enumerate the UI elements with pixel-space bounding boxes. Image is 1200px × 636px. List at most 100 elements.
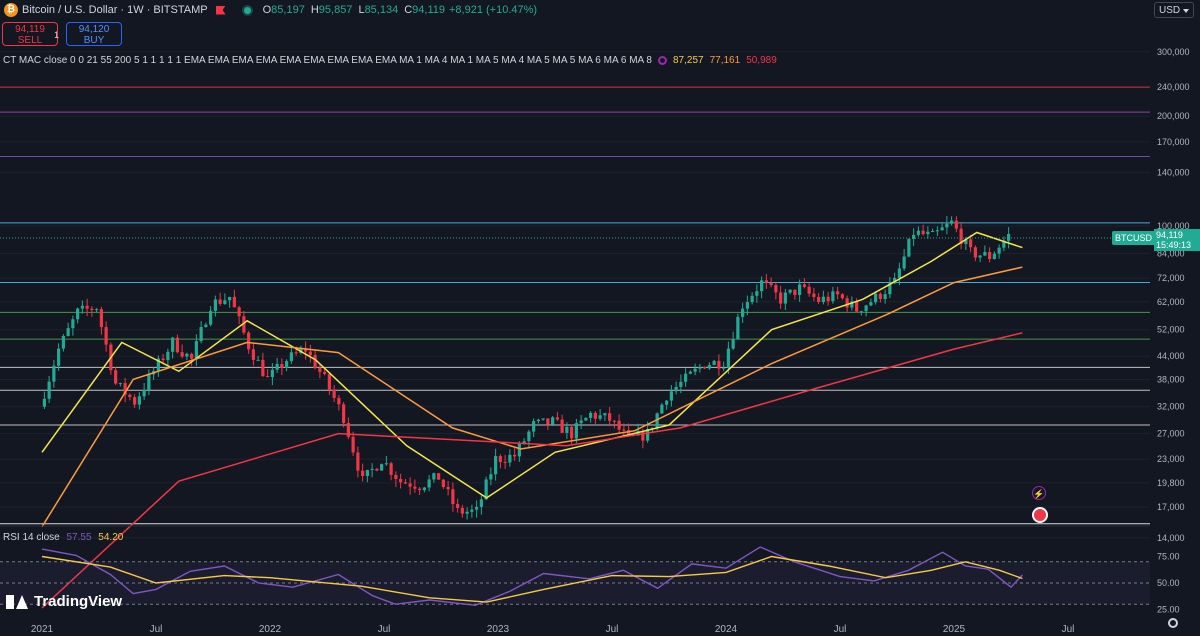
candle-body bbox=[821, 296, 825, 303]
candle-body bbox=[779, 292, 783, 304]
candle-body bbox=[717, 360, 721, 369]
indicator-legend[interactable]: CT MAC close 0 0 21 55 200 5 1 1 1 1 1 E… bbox=[3, 55, 777, 66]
candle-body bbox=[560, 419, 564, 433]
candle-body bbox=[228, 296, 232, 301]
candle-body bbox=[437, 473, 441, 480]
candle-body bbox=[408, 483, 412, 487]
x-tick-label: 2025 bbox=[943, 624, 966, 635]
indicator-value-2: 77,161 bbox=[709, 55, 741, 66]
candle-body bbox=[874, 293, 878, 303]
currency-select[interactable]: USD bbox=[1154, 2, 1194, 18]
us-flag-icon[interactable] bbox=[1032, 507, 1048, 523]
candle-body bbox=[536, 419, 540, 422]
candle-body bbox=[935, 230, 939, 232]
candle-body bbox=[921, 230, 925, 235]
x-tick-label: 2023 bbox=[487, 624, 510, 635]
rsi-tick-label: 75.00 bbox=[1157, 552, 1180, 562]
candle-body bbox=[242, 316, 246, 333]
candle-body bbox=[441, 479, 445, 488]
candle-body bbox=[247, 332, 251, 350]
candle-body bbox=[764, 280, 768, 283]
candle-body bbox=[161, 358, 165, 361]
candle-body bbox=[579, 420, 583, 424]
candle-body bbox=[992, 253, 996, 259]
bitcoin-icon: ₿ bbox=[4, 3, 18, 17]
last-price-value: 94,119 bbox=[1156, 230, 1183, 240]
candle-body bbox=[380, 464, 384, 471]
indicator-value-3: 50,989 bbox=[746, 55, 777, 66]
flag-icon[interactable] bbox=[215, 5, 226, 15]
y-tick-label: 19,800 bbox=[1157, 478, 1185, 488]
candle-body bbox=[123, 383, 127, 395]
candle-body bbox=[788, 289, 792, 293]
candle-body bbox=[365, 469, 369, 477]
buy-label: BUY bbox=[83, 35, 105, 46]
candle-body bbox=[460, 507, 464, 514]
candle-body bbox=[864, 305, 868, 312]
candle-body bbox=[446, 487, 450, 490]
sell-button[interactable]: 94,119 SELL bbox=[2, 22, 58, 46]
candle-body bbox=[57, 348, 61, 366]
lightning-icon[interactable]: ⚡ bbox=[1032, 486, 1046, 500]
candle-body bbox=[798, 284, 802, 295]
candle-body bbox=[346, 423, 350, 437]
candle-body bbox=[85, 305, 89, 309]
candle-body bbox=[940, 227, 944, 231]
candle-body bbox=[261, 359, 265, 377]
candle-body bbox=[883, 294, 887, 300]
x-tick-label: 2024 bbox=[715, 624, 738, 635]
candle-body bbox=[745, 302, 749, 309]
candle-body bbox=[209, 310, 213, 325]
candle-body bbox=[47, 381, 51, 399]
y-tick-label: 38,000 bbox=[1157, 374, 1185, 384]
candle-body bbox=[114, 370, 118, 384]
candle-body bbox=[565, 426, 569, 433]
indicator-label: CT MAC close 0 0 21 55 200 5 1 1 1 1 1 E… bbox=[3, 55, 652, 66]
candle-body bbox=[807, 286, 811, 294]
tradingview-logo[interactable]: TradingView bbox=[6, 593, 122, 610]
candle-body bbox=[988, 252, 992, 259]
candle-body bbox=[118, 383, 122, 385]
change-value: +8,921 (+10.47%) bbox=[449, 4, 538, 16]
candle-body bbox=[1007, 234, 1011, 241]
x-axis[interactable]: 2021 Jul 2022 Jul 2023 Jul 2024 Jul 2025 Jul bbox=[31, 624, 1075, 635]
symbol-title[interactable]: Bitcoin / U.S. Dollar · 1W · BITSTAMP bbox=[22, 4, 208, 16]
candle-body bbox=[285, 361, 289, 368]
candle-body bbox=[71, 319, 75, 329]
y-tick-label: 17,000 bbox=[1157, 502, 1185, 512]
candle-body bbox=[289, 352, 293, 362]
indicator-settings-icon[interactable] bbox=[658, 56, 667, 65]
candle-body bbox=[52, 365, 56, 382]
candle-body bbox=[845, 298, 849, 308]
market-open-icon bbox=[243, 6, 251, 14]
candle-body bbox=[551, 417, 555, 425]
candle-body bbox=[859, 311, 863, 313]
low-value: 85,134 bbox=[364, 4, 399, 16]
candle-body bbox=[617, 420, 621, 430]
x-tick-label: 2021 bbox=[31, 624, 54, 635]
candle-body bbox=[475, 506, 479, 510]
candle-body bbox=[674, 386, 678, 392]
sell-price: 94,119 bbox=[15, 24, 45, 35]
candle-body bbox=[750, 295, 754, 303]
rsi-legend[interactable]: RSI 14 close 57.55 54.20 bbox=[3, 532, 123, 543]
candle-body bbox=[318, 368, 322, 372]
gear-icon[interactable] bbox=[1168, 618, 1178, 628]
buy-button[interactable]: 94,120 BUY bbox=[66, 22, 122, 46]
candle-body bbox=[907, 238, 911, 257]
y-tick-label: 72,000 bbox=[1157, 273, 1185, 283]
x-tick-label: 2022 bbox=[259, 624, 282, 635]
candle-body bbox=[760, 280, 764, 292]
high-label: H bbox=[310, 4, 319, 16]
candle-body bbox=[327, 373, 331, 390]
candle-body bbox=[888, 283, 892, 295]
y-axis[interactable]: 300,000 240,000 200,000 170,000 140,000 100,0… bbox=[1157, 47, 1190, 543]
candle-body bbox=[251, 349, 255, 360]
low-label: L bbox=[358, 4, 365, 16]
candle-body bbox=[850, 301, 854, 308]
candle-body bbox=[394, 474, 398, 479]
candle-body bbox=[532, 421, 536, 432]
candle-body bbox=[128, 394, 132, 398]
candle-body bbox=[931, 231, 935, 233]
